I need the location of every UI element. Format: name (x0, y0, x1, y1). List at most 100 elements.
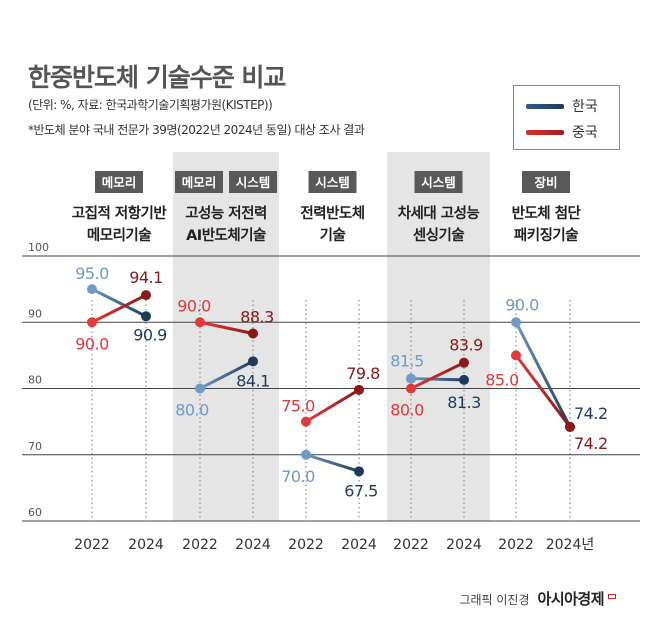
category-name-line1: 고성능 저전력 (185, 204, 267, 222)
series-line-china (199, 320, 254, 335)
category-tag (522, 171, 570, 193)
category-tag-label: 장비 (534, 175, 557, 190)
x-tick-label: 2024 (128, 537, 164, 553)
data-label-korea: 84.1 (236, 371, 270, 390)
data-label-china: 75.0 (281, 397, 315, 416)
publisher-logo: 아시아경제 (537, 590, 605, 608)
category-tag-label: 시스템 (236, 175, 271, 190)
category-name-line2: 센싱기술 (413, 227, 465, 244)
data-point-china (459, 357, 469, 368)
data-label-korea: 95.0 (75, 264, 109, 283)
x-tick-label: 2022 (393, 537, 429, 553)
category-name-line2: 기술 (320, 227, 346, 244)
chart-title: 한중반도체 기술수준 비교 (28, 63, 286, 92)
data-label-china: 88.3 (240, 308, 274, 327)
x-tick-label: 2022 (498, 537, 534, 553)
category-tag-label: 메모리 (182, 175, 217, 190)
x-tick-label: 2024년 (546, 537, 595, 553)
data-point-korea (87, 284, 97, 295)
category-tag-label: 메모리 (102, 175, 137, 190)
data-point-korea (141, 311, 151, 322)
series-line-china (91, 293, 147, 324)
series-line-korea (199, 360, 254, 390)
data-label-china: 80.0 (390, 401, 424, 420)
category-tag (95, 171, 143, 193)
y-tick-label: 100 (28, 241, 49, 254)
data-point-korea (459, 374, 469, 385)
y-tick-label: 90 (28, 307, 42, 320)
series-line-korea (91, 287, 147, 318)
legend-item-korea: 한국 (526, 96, 598, 116)
legend-item-china: 중국 (526, 122, 598, 142)
data-point-china (301, 416, 311, 427)
data-point-korea (248, 356, 258, 367)
data-point-korea (195, 383, 205, 394)
data-label-china: 79.8 (346, 364, 380, 383)
data-point-korea (354, 466, 364, 477)
category-name-line1: 차세대 고성능 (398, 204, 480, 222)
survey-note: *반도체 분야 국내 전문가 39명(2022년 2024년 동일) 대상 조사… (28, 123, 365, 137)
data-point-china (565, 421, 575, 432)
data-point-china (141, 290, 151, 301)
y-tick-label: 60 (28, 506, 42, 519)
category-name-line1: 반도체 첨단 (512, 205, 582, 222)
data-label-china: 90.0 (177, 296, 211, 315)
x-tick-label: 2022 (74, 537, 110, 553)
graphic-byline: 그래픽 이진경 (459, 593, 530, 607)
x-tick-label: 2024 (235, 537, 271, 553)
series-line-china (514, 354, 572, 428)
category-shade-band (387, 152, 490, 521)
data-point-china (195, 317, 205, 328)
data-point-china (511, 350, 521, 361)
category-name-line2: 메모리기술 (87, 227, 151, 244)
data-point-korea (511, 317, 521, 328)
legend-swatch-korea (526, 103, 564, 109)
unit-source-note: (단위: %, 자료: 한국과학기술기획평가원(KISTEP)) (28, 98, 273, 112)
credit: 그래픽 이진경 아시아경제 ᄆ (459, 588, 618, 609)
category-tag (229, 171, 277, 193)
category-name-line2: 패키징기술 (514, 227, 578, 244)
data-label-korea: 81.5 (390, 352, 424, 371)
data-label-china: 74.2 (574, 434, 608, 453)
legend-label-china: 중국 (572, 125, 598, 141)
data-label-china: 83.9 (449, 336, 483, 355)
category-name-line1: 고집적 저항기반 (72, 204, 168, 222)
data-point-korea (301, 449, 311, 460)
x-tick-label: 2024 (446, 537, 482, 553)
category-tag (414, 171, 463, 193)
series-line-china (305, 388, 360, 423)
data-label-korea: 67.5 (344, 481, 378, 500)
data-point-china (87, 317, 97, 328)
data-label-korea: 80.0 (175, 401, 209, 420)
data-point-china (406, 383, 416, 394)
data-label-china: 94.1 (129, 268, 163, 287)
series-line-korea (514, 321, 572, 428)
data-label-korea: 81.3 (447, 393, 481, 412)
data-point-korea (406, 373, 416, 384)
data-point-china (354, 384, 364, 395)
category-tag-label: 시스템 (421, 175, 456, 190)
series-line-korea (410, 377, 465, 382)
data-label-korea: 90.9 (133, 325, 167, 344)
data-label-china: 85.0 (485, 370, 519, 389)
x-tick-label: 2024 (341, 537, 377, 553)
category-tag-label: 시스템 (315, 175, 350, 190)
series-line-korea (305, 453, 360, 473)
y-tick-label: 80 (28, 374, 42, 387)
legend-label-korea: 한국 (572, 99, 598, 115)
data-label-korea: 74.2 (574, 404, 608, 423)
data-label-china: 90.0 (75, 334, 109, 353)
series-line-china (410, 361, 465, 390)
data-label-korea: 90.0 (505, 295, 539, 314)
legend-swatch-china (526, 129, 564, 135)
legend: 한국 중국 (513, 85, 620, 150)
category-shade-band (173, 152, 279, 521)
category-name-line1: 전력반도체 (300, 204, 364, 222)
logo-mark: ᄆ (606, 593, 618, 608)
category-tag (308, 171, 357, 193)
data-point-china (248, 328, 258, 339)
data-label-korea: 70.0 (281, 467, 315, 486)
y-tick-label: 70 (28, 440, 42, 453)
category-name-line2: AI반도체기술 (186, 227, 266, 244)
